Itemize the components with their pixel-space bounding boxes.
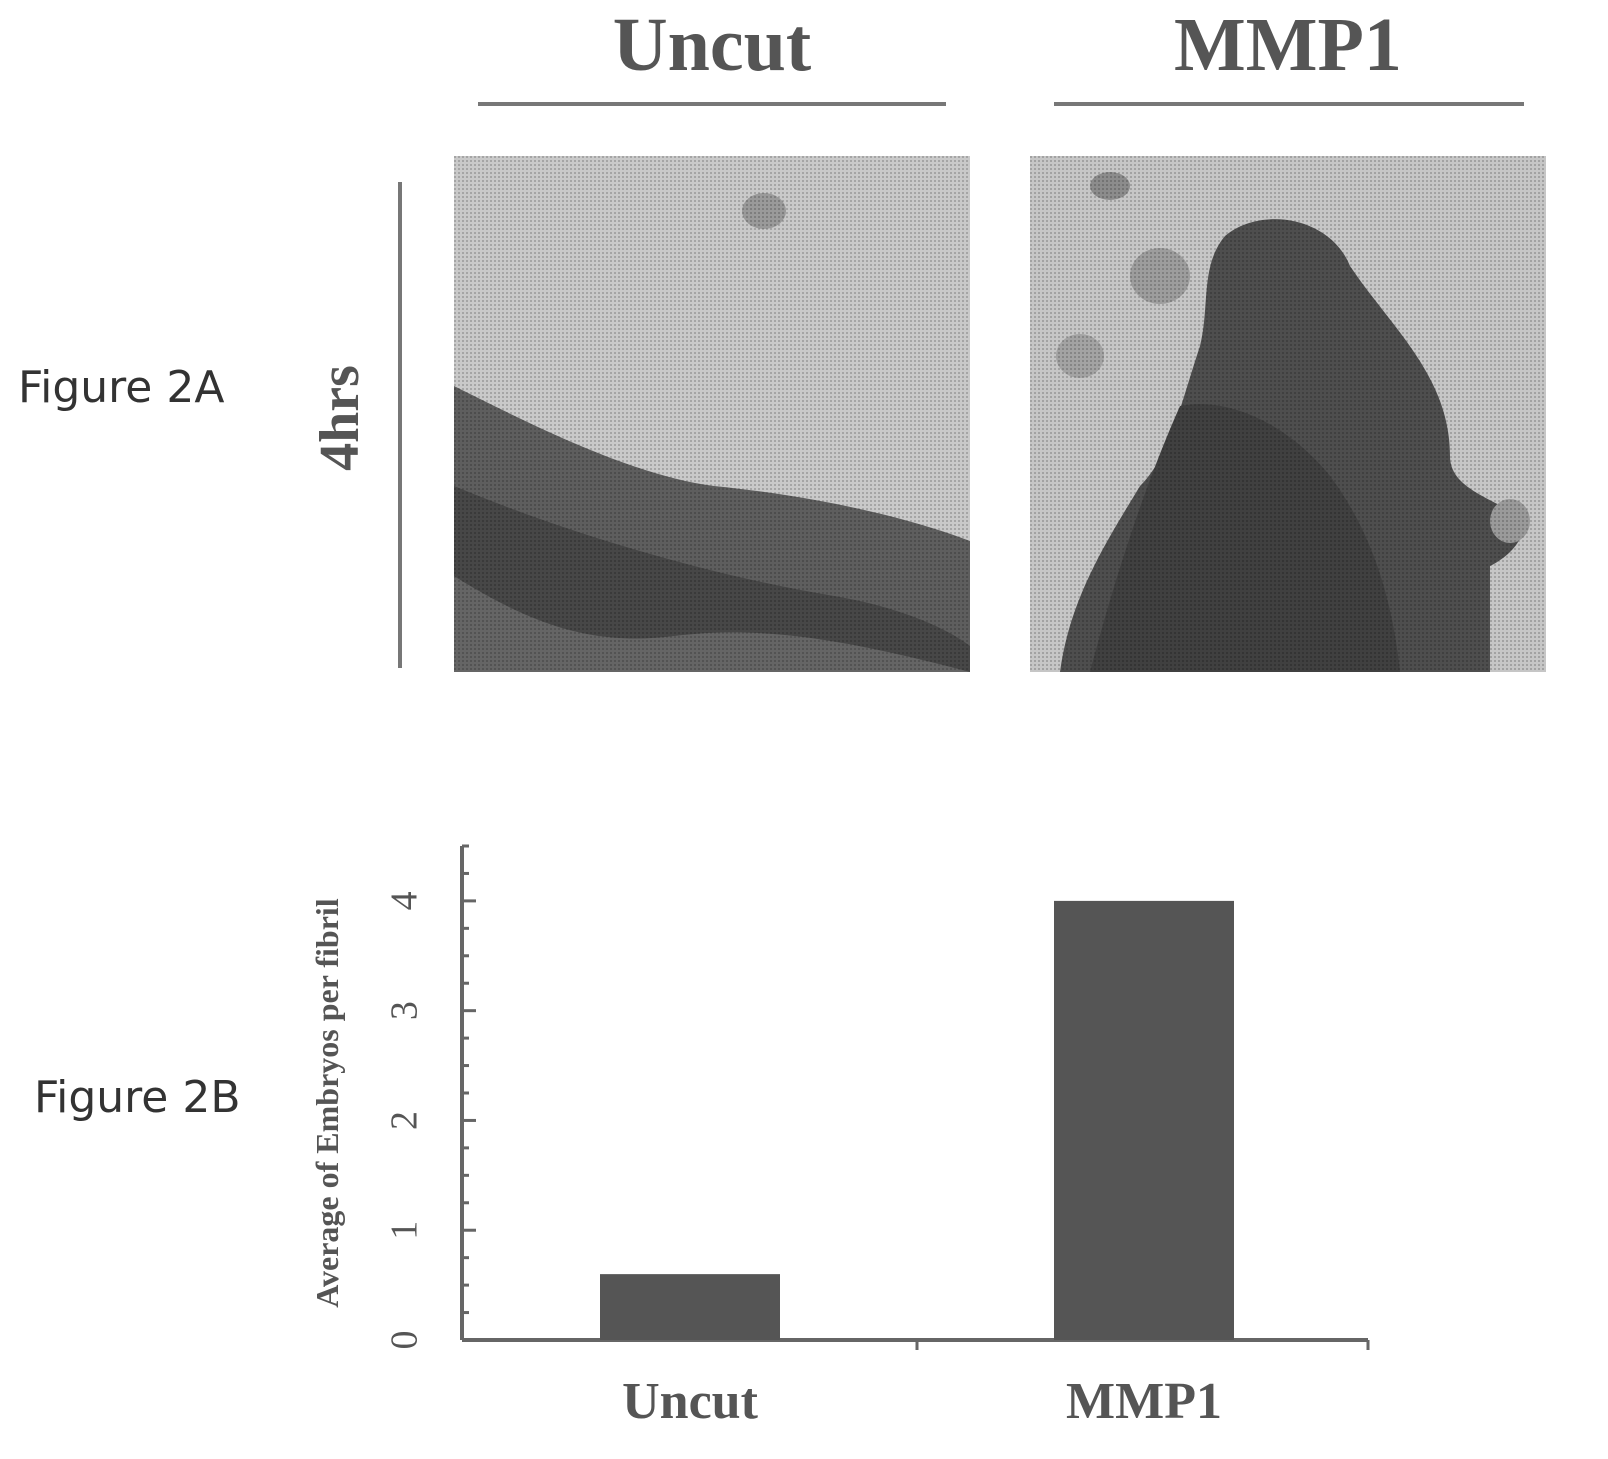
- micrograph-mmp1: [1030, 156, 1546, 672]
- y-tick-label: 4: [384, 891, 426, 910]
- column-rule-uncut: [478, 102, 946, 106]
- y-tick-label: 0: [384, 1331, 426, 1350]
- column-title-uncut: Uncut: [612, 3, 812, 87]
- chart-bars: [600, 900, 1234, 1340]
- micrograph-uncut-image: [454, 156, 970, 672]
- y-axis-label: Average of Embryos per fibril: [309, 898, 345, 1308]
- figure-2b-label: Figure 2B: [34, 1072, 241, 1123]
- y-tick-label: 3: [384, 1001, 426, 1020]
- column-rule-mmp1: [1054, 102, 1524, 106]
- chart-ticks: 0 1 2 3 4 Uncut MMP1: [384, 891, 1222, 1430]
- micrograph-mmp1-image: [1030, 156, 1546, 672]
- row-rule: [398, 182, 402, 668]
- bar-uncut: [600, 1274, 780, 1340]
- x-tick-label: Uncut: [622, 1373, 758, 1430]
- column-title-mmp1: MMP1: [1174, 3, 1402, 87]
- micrograph-uncut: [454, 156, 970, 672]
- y-tick-label: 2: [384, 1111, 426, 1130]
- y-tick-label: 1: [384, 1221, 426, 1240]
- bar-mmp1: [1054, 900, 1234, 1340]
- x-tick-label: MMP1: [1066, 1373, 1222, 1430]
- figure-2a-label: Figure 2A: [18, 362, 225, 413]
